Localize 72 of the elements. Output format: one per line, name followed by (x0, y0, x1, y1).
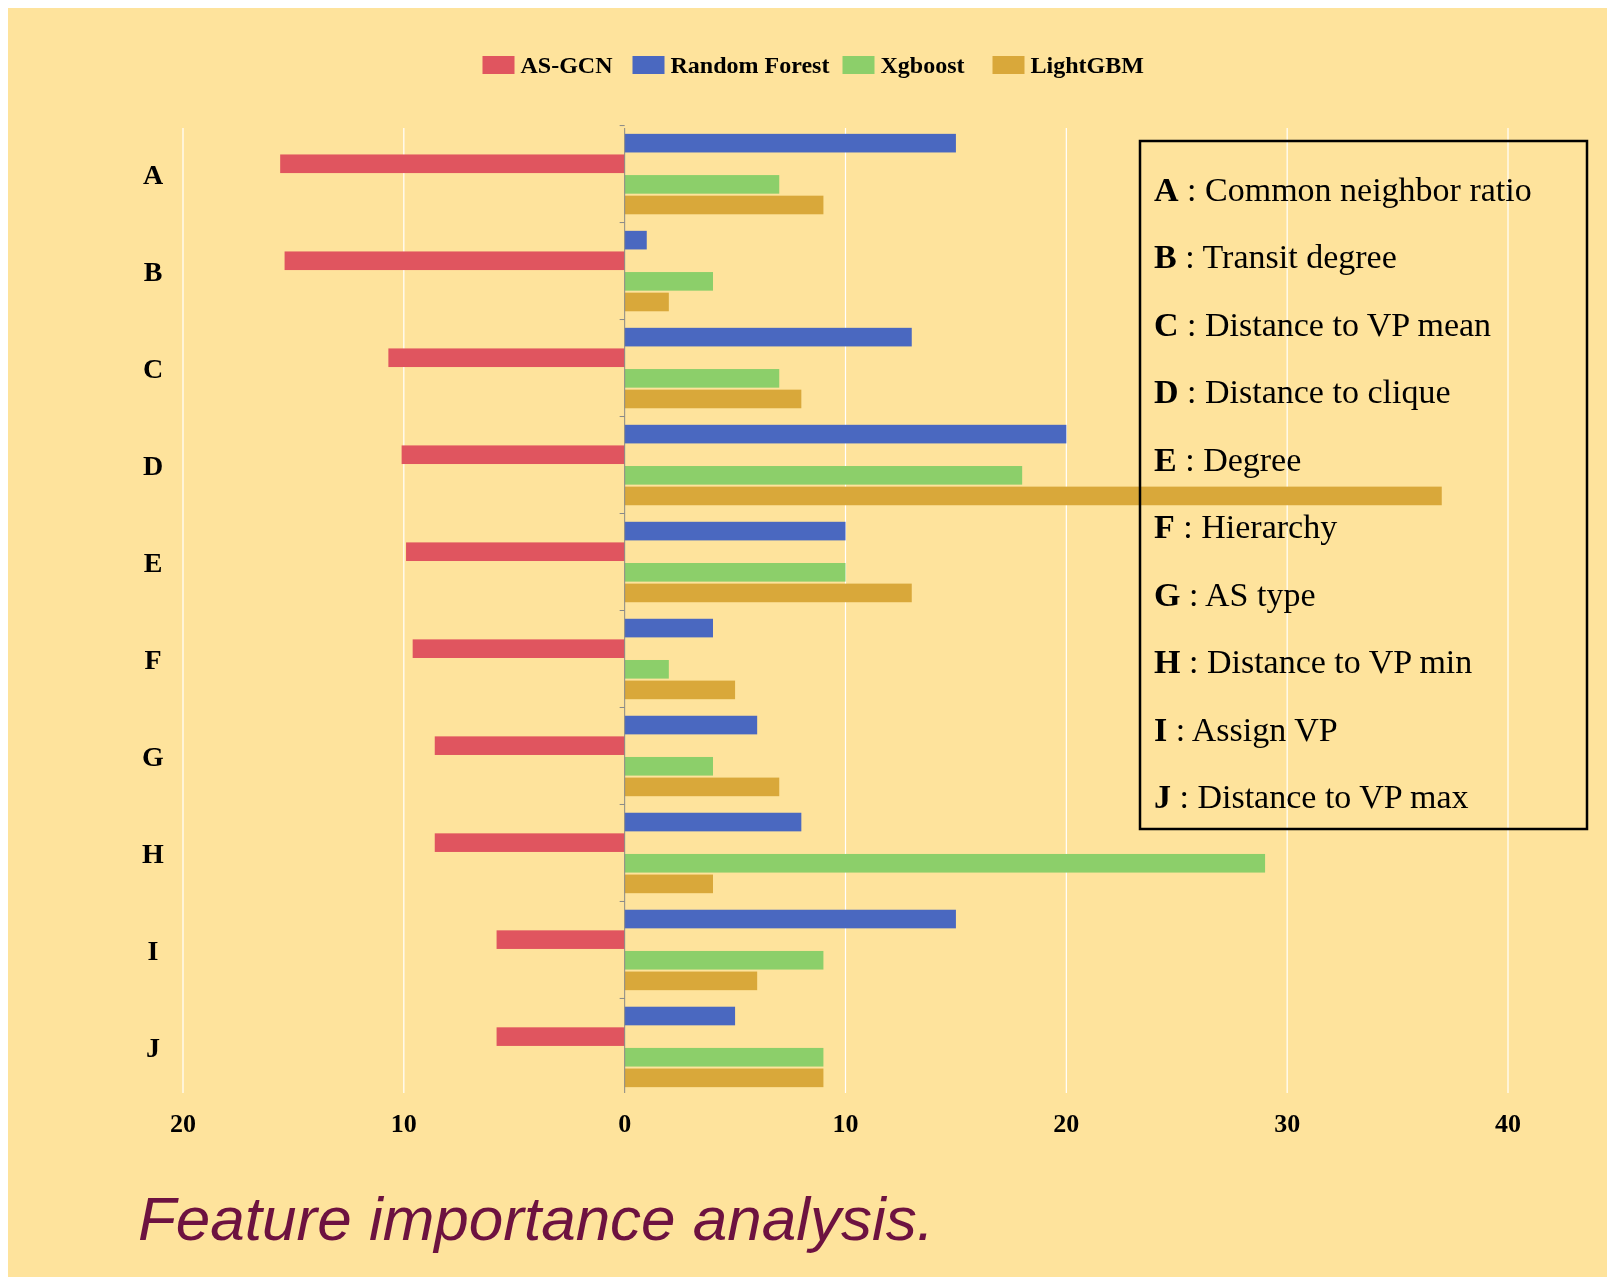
annotation: B : Transit degree (1154, 238, 1397, 276)
annotation: G : AS type (1154, 575, 1316, 613)
y-tick-label: H (142, 837, 165, 869)
annotation: H : Distance to VP min (1154, 643, 1473, 681)
y-tick-label: A (142, 158, 164, 190)
y-tick-label: F (144, 643, 162, 675)
bar (624, 486, 1442, 506)
bar (624, 195, 824, 215)
x-tick-label: 0 (618, 1109, 632, 1139)
annotation: A : Common neighbor ratio (1154, 170, 1532, 208)
legend-label: AS-GCN (520, 52, 614, 79)
y-tick-label: I (147, 934, 159, 966)
bar (434, 736, 625, 755)
bar (624, 389, 802, 409)
x-tick-label: 20 (170, 1109, 196, 1139)
legend-label: Xgboost (880, 52, 965, 79)
bar (624, 853, 1266, 873)
bar (496, 1027, 625, 1046)
bar (624, 521, 846, 541)
legend-label: Random Forest (670, 52, 830, 79)
annotation: E : Degree (1154, 440, 1302, 478)
bar (284, 251, 625, 271)
bar (434, 833, 625, 852)
x-tick-label: 40 (1495, 1109, 1521, 1139)
annotation: F : Hierarchy (1154, 508, 1338, 546)
bar (406, 542, 625, 562)
bar (624, 971, 758, 991)
bar (624, 950, 824, 970)
bar (624, 563, 846, 582)
bar (624, 777, 780, 797)
y-tick-label: C (142, 352, 164, 384)
text: Feature importance analysis. (138, 1184, 935, 1253)
bar (280, 154, 625, 174)
bar (624, 812, 802, 832)
bar (624, 618, 713, 638)
legend-label: LightGBM (1030, 52, 1144, 79)
bar (624, 424, 1067, 444)
bar (624, 369, 780, 388)
x-tick-label: 20 (1053, 1109, 1080, 1139)
bar (624, 1068, 824, 1088)
bar (624, 756, 713, 776)
x-tick-label: 10 (832, 1109, 859, 1139)
bar (496, 930, 625, 949)
bar (624, 909, 956, 929)
y-tick-label: J (146, 1031, 160, 1063)
bar (624, 874, 713, 894)
bar (624, 466, 1023, 485)
bar (624, 1006, 736, 1026)
bar (624, 292, 669, 312)
bar (624, 680, 736, 700)
bar (624, 327, 912, 347)
annotation: C : Distance to VP mean (1154, 305, 1492, 343)
bar (624, 175, 780, 194)
bar (624, 133, 956, 153)
y-tick-label: B (143, 255, 163, 287)
y-tick-label: G (142, 740, 165, 772)
annotation: J : Distance to VP max (1154, 778, 1469, 816)
bar (624, 659, 669, 679)
bar (412, 639, 625, 658)
x-tick-label: 30 (1274, 1109, 1301, 1139)
bar (624, 583, 912, 603)
bar (624, 1047, 824, 1067)
bar (388, 348, 625, 368)
annotation: D : Distance to clique (1154, 373, 1451, 411)
bar (624, 230, 647, 250)
bar (624, 715, 758, 735)
x-tick-label: 10 (390, 1109, 417, 1139)
bar (624, 272, 713, 291)
y-tick-label: E (143, 546, 163, 578)
bar (401, 445, 625, 465)
annotation: I : Assign VP (1154, 710, 1338, 748)
y-tick-label: D (142, 449, 164, 481)
